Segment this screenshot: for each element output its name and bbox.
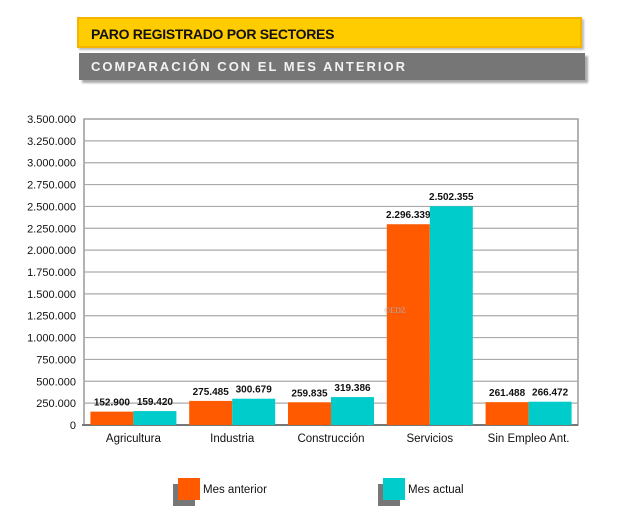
data-label: 2.296.339 bbox=[386, 210, 431, 221]
bar-mes-anterior bbox=[386, 224, 430, 425]
watermark: ©EDZ bbox=[384, 306, 406, 315]
y-tick-label: 250.000 bbox=[36, 398, 76, 410]
y-tick-label: 3.500.000 bbox=[27, 114, 76, 126]
data-label: 275.485 bbox=[193, 387, 230, 398]
bar-mes-anterior bbox=[90, 411, 134, 425]
legend-label: Mes anterior bbox=[203, 484, 267, 496]
x-tick-label: Construcción bbox=[297, 433, 364, 445]
bar-mes-actual bbox=[133, 411, 177, 425]
y-tick-label: 1.750.000 bbox=[27, 267, 76, 279]
bar-mes-actual bbox=[331, 397, 374, 425]
x-tick-label: Industria bbox=[210, 433, 255, 445]
data-label: 2.502.355 bbox=[429, 192, 474, 203]
chart-title-banner: PARO REGISTRADO POR SECTORES bbox=[77, 17, 582, 48]
data-label: 152.900 bbox=[94, 398, 131, 409]
data-label: 159.420 bbox=[137, 397, 174, 408]
data-label: 266.472 bbox=[532, 388, 569, 399]
y-tick-label: 750.000 bbox=[36, 354, 76, 366]
bar-mes-actual bbox=[528, 401, 572, 425]
legend-swatch-mes-anterior bbox=[178, 478, 200, 500]
y-tick-label: 500.000 bbox=[36, 376, 76, 388]
legend-swatch-mes-actual bbox=[383, 478, 405, 500]
y-tick-label: 1.000.000 bbox=[27, 333, 76, 345]
chart-subtitle: COMPARACIÓN CON EL MES ANTERIOR bbox=[91, 59, 407, 74]
y-tick-label: 0 bbox=[70, 420, 76, 432]
y-tick-label: 3.250.000 bbox=[27, 136, 76, 148]
data-label: 300.679 bbox=[236, 385, 273, 396]
x-tick-label: Sin Empleo Ant. bbox=[488, 433, 570, 445]
bar-mes-anterior bbox=[288, 402, 331, 425]
legend-label: Mes actual bbox=[408, 484, 464, 496]
y-tick-label: 2.000.000 bbox=[27, 245, 76, 257]
y-tick-label: 2.500.000 bbox=[27, 201, 76, 213]
bar-mes-actual bbox=[232, 398, 276, 425]
chart-subtitle-banner: COMPARACIÓN CON EL MES ANTERIOR bbox=[79, 53, 585, 80]
bar-mes-actual bbox=[429, 206, 473, 425]
data-label: 319.386 bbox=[334, 383, 371, 394]
y-tick-label: 2.750.000 bbox=[27, 180, 76, 192]
y-tick-label: 3.000.000 bbox=[27, 158, 76, 170]
chart-title: PARO REGISTRADO POR SECTORES bbox=[91, 26, 335, 42]
data-label: 259.835 bbox=[291, 388, 328, 399]
data-label: 261.488 bbox=[489, 388, 526, 399]
x-tick-label: Agricultura bbox=[106, 433, 162, 445]
x-tick-label: Servicios bbox=[406, 433, 453, 445]
y-tick-label: 1.250.000 bbox=[27, 311, 76, 323]
bar-mes-anterior bbox=[485, 402, 529, 425]
bar-mes-anterior bbox=[189, 400, 233, 425]
y-tick-label: 1.500.000 bbox=[27, 289, 76, 301]
y-tick-label: 2.250.000 bbox=[27, 223, 76, 235]
